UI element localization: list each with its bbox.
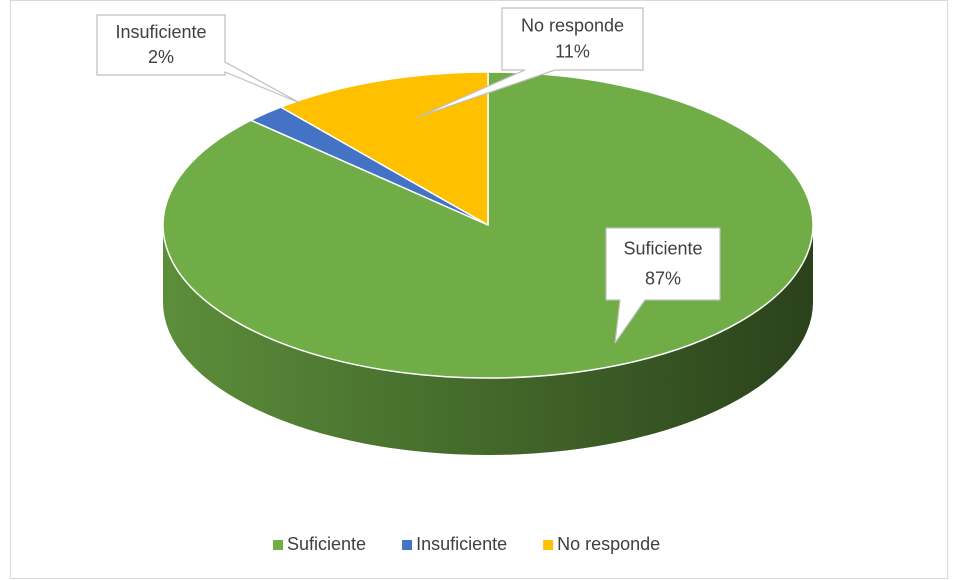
callout-value: 87% — [645, 269, 681, 289]
slice-side-shade — [163, 225, 813, 455]
callout — [605, 227, 721, 344]
legend-label: Insuficiente — [416, 534, 507, 554]
data-labels: Suficiente 87% Insuficiente 2% No responde 11… — [96, 7, 721, 344]
legend-swatch — [543, 540, 554, 550]
callout-category: Suficiente — [623, 238, 702, 258]
legend: Suficiente Insuficiente No responde — [273, 534, 660, 554]
legend-swatch — [273, 540, 283, 550]
pie — [162, 71, 814, 455]
callout-category: Insuficiente — [115, 22, 206, 42]
legend-label: No responde — [557, 534, 660, 554]
callout — [417, 7, 644, 118]
callout-value: 2% — [148, 47, 174, 67]
callout-value: 11% — [555, 41, 590, 61]
legend-label: Suficiente — [287, 534, 366, 554]
callout — [96, 14, 301, 104]
legend-swatch — [402, 540, 413, 550]
callout-category: No responde — [521, 15, 624, 35]
